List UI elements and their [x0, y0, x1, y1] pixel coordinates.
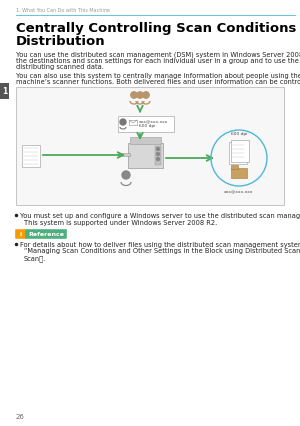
Text: xxx@xxx.xxx: xxx@xxx.xxx	[224, 190, 254, 194]
Text: Distribution: Distribution	[16, 35, 106, 48]
Circle shape	[157, 153, 160, 155]
Circle shape	[143, 92, 149, 98]
Text: Reference: Reference	[28, 231, 64, 236]
Text: distributing scanned data.: distributing scanned data.	[16, 64, 104, 70]
Text: For details about how to deliver files using the distributed scan management sys: For details about how to deliver files u…	[20, 242, 300, 248]
Text: xxx@xxx.xxx: xxx@xxx.xxx	[139, 120, 168, 124]
Text: You must set up and configure a Windows server to use the distributed scan manag: You must set up and configure a Windows …	[20, 213, 300, 219]
Text: 600 dpi: 600 dpi	[231, 132, 247, 136]
Circle shape	[137, 92, 143, 98]
FancyBboxPatch shape	[231, 165, 238, 169]
FancyBboxPatch shape	[231, 140, 249, 162]
FancyBboxPatch shape	[15, 229, 26, 239]
Text: This system is supported under Windows Server 2008 R2.: This system is supported under Windows S…	[24, 219, 217, 225]
Text: 26: 26	[16, 414, 25, 420]
Circle shape	[120, 119, 126, 125]
FancyBboxPatch shape	[25, 229, 67, 239]
Text: 1: 1	[2, 86, 7, 95]
Circle shape	[157, 158, 160, 161]
Text: machine’s scanner functions. Both delivered files and user information can be co: machine’s scanner functions. Both delive…	[16, 79, 300, 85]
FancyBboxPatch shape	[129, 120, 137, 125]
FancyBboxPatch shape	[231, 168, 247, 178]
Text: “Managing Scan Conditions and Other Settings in the Block using Distributed Scan: “Managing Scan Conditions and Other Sett…	[24, 248, 300, 254]
Text: 1. What You Can Do with This Machine: 1. What You Can Do with This Machine	[16, 8, 110, 13]
FancyBboxPatch shape	[128, 143, 163, 168]
FancyBboxPatch shape	[0, 83, 9, 99]
Circle shape	[131, 92, 137, 98]
FancyBboxPatch shape	[130, 137, 161, 144]
FancyBboxPatch shape	[22, 145, 40, 167]
Text: 600 dpi: 600 dpi	[139, 124, 155, 128]
FancyBboxPatch shape	[155, 146, 161, 165]
Text: ScanⒼ.: ScanⒼ.	[24, 255, 46, 262]
FancyBboxPatch shape	[118, 153, 130, 156]
FancyBboxPatch shape	[16, 87, 284, 205]
Circle shape	[157, 147, 160, 150]
Text: Centrally Controlling Scan Conditions and: Centrally Controlling Scan Conditions an…	[16, 22, 300, 35]
Circle shape	[122, 171, 130, 179]
Text: You can also use this system to centrally manage information about people using : You can also use this system to centrall…	[16, 73, 300, 79]
FancyBboxPatch shape	[229, 142, 247, 164]
Text: i: i	[20, 231, 22, 236]
Text: You can use the distributed scan management (DSM) system in Windows Server 2008 : You can use the distributed scan managem…	[16, 52, 300, 58]
Text: the destinations and scan settings for each individual user in a group and to us: the destinations and scan settings for e…	[16, 58, 300, 64]
FancyBboxPatch shape	[118, 115, 173, 132]
